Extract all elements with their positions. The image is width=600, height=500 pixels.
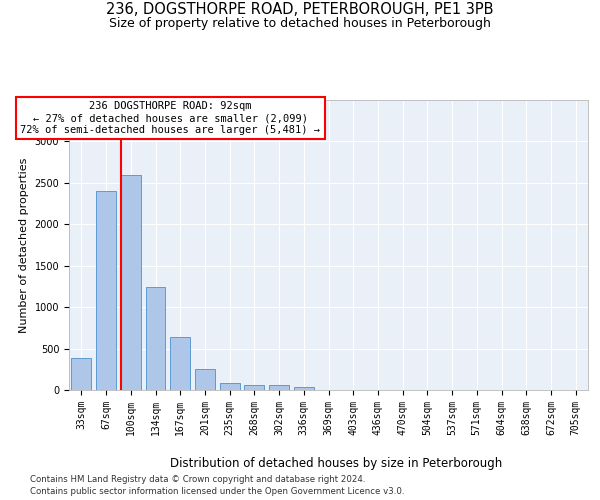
Bar	[121, 174, 140, 390]
Bar	[96, 191, 116, 390]
Bar	[195, 369, 215, 390]
Text: Size of property relative to detached houses in Peterborough: Size of property relative to detached ho…	[109, 18, 491, 30]
Bar	[269, 386, 289, 390]
Text: Distribution of detached houses by size in Peterborough: Distribution of detached houses by size …	[170, 458, 502, 470]
Bar	[294, 386, 314, 390]
Bar	[170, 337, 190, 390]
Y-axis label: Number of detached properties: Number of detached properties	[19, 158, 29, 332]
Text: Contains public sector information licensed under the Open Government Licence v3: Contains public sector information licen…	[30, 487, 404, 496]
Text: 236, DOGSTHORPE ROAD, PETERBOROUGH, PE1 3PB: 236, DOGSTHORPE ROAD, PETERBOROUGH, PE1 …	[106, 2, 494, 18]
Bar	[146, 288, 166, 390]
Bar	[220, 382, 239, 390]
Text: 236 DOGSTHORPE ROAD: 92sqm
← 27% of detached houses are smaller (2,099)
72% of s: 236 DOGSTHORPE ROAD: 92sqm ← 27% of deta…	[20, 102, 320, 134]
Bar	[244, 386, 264, 390]
Text: Contains HM Land Registry data © Crown copyright and database right 2024.: Contains HM Land Registry data © Crown c…	[30, 475, 365, 484]
Bar	[71, 358, 91, 390]
